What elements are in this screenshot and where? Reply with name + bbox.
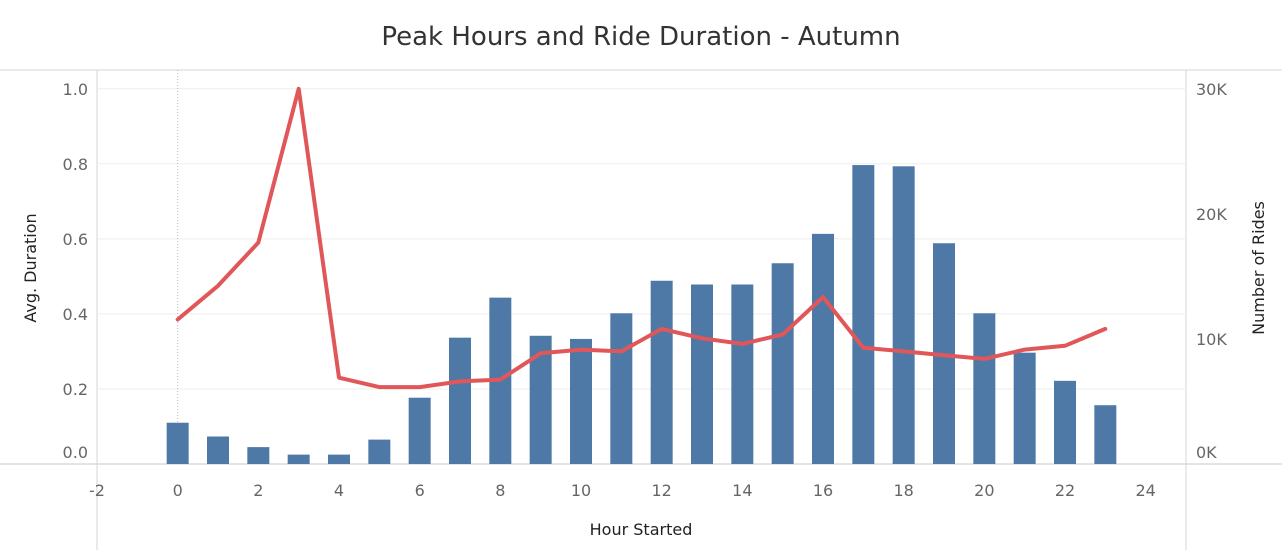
y-axis-left-label: Avg. Duration bbox=[21, 213, 40, 322]
x-tick-label: 10 bbox=[571, 481, 591, 500]
line-avg-duration bbox=[178, 89, 1106, 387]
x-tick-label: 24 bbox=[1135, 481, 1155, 500]
y-right-tick-label: 0K bbox=[1196, 443, 1217, 462]
tick-labels: -2 0 2 4 6 8 10 12 14 16 18 20 22 240.00.20.40.60.81.… bbox=[63, 80, 1228, 500]
x-tick-label: 12 bbox=[651, 481, 671, 500]
bar bbox=[1054, 381, 1076, 464]
y-left-tick-label: 0.8 bbox=[63, 155, 88, 174]
bar bbox=[610, 313, 632, 464]
y-left-tick-label: 0.0 bbox=[63, 443, 88, 462]
x-tick-label: 20 bbox=[974, 481, 994, 500]
bar-series-number-of-rides bbox=[167, 165, 1117, 464]
y-left-tick-label: 0.4 bbox=[63, 305, 88, 324]
bar bbox=[893, 166, 915, 464]
x-tick-label: 18 bbox=[893, 481, 913, 500]
x-tick-label: 8 bbox=[495, 481, 505, 500]
bar bbox=[449, 338, 471, 464]
chart-title: Peak Hours and Ride Duration - Autumn bbox=[381, 22, 900, 52]
y-left-tick-label: 0.2 bbox=[63, 380, 88, 399]
bar bbox=[772, 263, 794, 464]
bar bbox=[812, 234, 834, 464]
bar bbox=[409, 398, 431, 464]
bar bbox=[167, 423, 189, 464]
x-tick-label: 4 bbox=[334, 481, 344, 500]
y-right-tick-label: 10K bbox=[1196, 330, 1227, 349]
x-tick-label: 6 bbox=[415, 481, 425, 500]
x-tick-label: 16 bbox=[813, 481, 833, 500]
x-tick-label: -2 bbox=[89, 481, 105, 500]
bar bbox=[651, 281, 673, 464]
x-tick-label: 0 bbox=[173, 481, 183, 500]
y-right-tick-label: 20K bbox=[1196, 205, 1227, 224]
x-axis-label: Hour Started bbox=[590, 520, 693, 539]
bar bbox=[368, 440, 390, 464]
bar bbox=[1094, 405, 1116, 464]
bar bbox=[207, 436, 229, 464]
bar bbox=[852, 165, 874, 464]
y-right-tick-label: 30K bbox=[1196, 80, 1227, 99]
bar bbox=[288, 455, 310, 464]
y-left-tick-label: 1.0 bbox=[63, 80, 88, 99]
x-tick-label: 2 bbox=[253, 481, 263, 500]
bar bbox=[570, 339, 592, 464]
bar bbox=[691, 285, 713, 464]
bar bbox=[247, 447, 269, 464]
chart-frame bbox=[0, 70, 1282, 550]
bar bbox=[1014, 353, 1036, 464]
line-series-avg-duration bbox=[178, 89, 1106, 387]
y-left-tick-label: 0.6 bbox=[63, 230, 88, 249]
x-tick-label: 22 bbox=[1055, 481, 1075, 500]
y-axis-right-label: Number of Rides bbox=[1249, 201, 1268, 335]
bar bbox=[973, 313, 995, 464]
bar bbox=[328, 455, 350, 464]
x-tick-label: 14 bbox=[732, 481, 752, 500]
bar bbox=[731, 285, 753, 464]
